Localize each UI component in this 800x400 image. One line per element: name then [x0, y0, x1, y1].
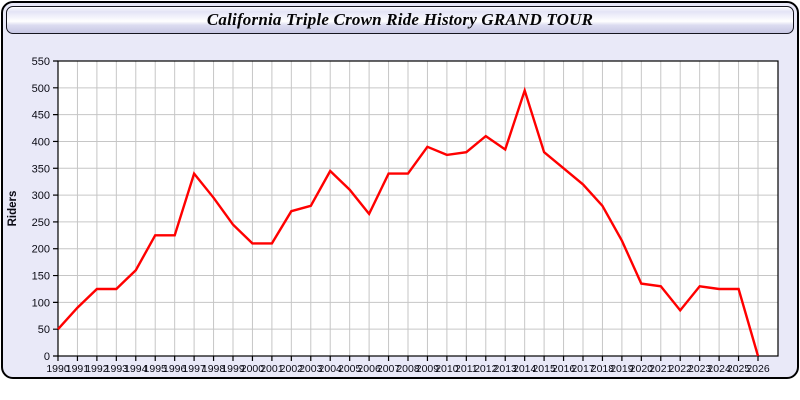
- x-tick-label: 2008: [396, 363, 420, 375]
- x-tick-label: 1992: [85, 363, 109, 375]
- x-tick-label: 2026: [746, 363, 770, 375]
- x-tick-label: 2005: [338, 363, 362, 375]
- y-tick-label: 250: [32, 217, 50, 229]
- x-tick-label: 2023: [688, 363, 712, 375]
- x-tick-label: 2019: [610, 363, 634, 375]
- x-tick-label: 1990: [46, 363, 70, 375]
- x-tick-label: 2015: [532, 363, 556, 375]
- x-tick-label: 2025: [727, 363, 751, 375]
- y-tick-label: 400: [32, 136, 50, 148]
- x-tick-label: 2001: [260, 363, 284, 375]
- y-tick-label: 350: [32, 163, 50, 175]
- x-tick-label: 2024: [707, 363, 731, 375]
- x-tick-label: 1996: [163, 363, 187, 375]
- x-tick-label: 1997: [182, 363, 206, 375]
- chart-canvas: 0501001502002503003504004505005501990199…: [7, 56, 779, 375]
- x-tick-label: 2013: [494, 363, 518, 375]
- x-tick-label: 2022: [669, 363, 693, 375]
- x-tick-label: 1994: [124, 363, 148, 375]
- x-tick-label: 2009: [416, 363, 440, 375]
- y-tick-label: 0: [44, 351, 50, 363]
- title-bar: California Triple Crown Ride History GRA…: [6, 6, 794, 34]
- chart-region: 0 50 100 150 200 250 300 350 400 450 500 550 1990 199…: [3, 35, 797, 377]
- y-tick-label: 450: [32, 110, 50, 122]
- page-title: California Triple Crown Ride History GRA…: [206, 10, 594, 29]
- y-tick-label: 500: [32, 83, 50, 95]
- riders-series-line: [57, 86, 760, 357]
- x-tick-label: 1995: [144, 363, 168, 375]
- y-axis-title: Riders: [7, 191, 19, 227]
- x-tick-label: 2003: [299, 363, 323, 375]
- x-tick-label: 2000: [241, 363, 265, 375]
- x-tick-label: 2004: [319, 363, 343, 375]
- x-tick-label: 2020: [630, 363, 654, 375]
- x-tick-label: 2002: [280, 363, 304, 375]
- x-tick-label: 2017: [571, 363, 595, 375]
- y-tick-label: 50: [38, 324, 50, 336]
- y-tick-label: 300: [32, 190, 50, 202]
- y-tick-label: 200: [32, 244, 50, 256]
- x-tick-label: 2018: [591, 363, 615, 375]
- x-tick-label: 2012: [474, 363, 498, 375]
- x-tick-label: 2014: [513, 363, 537, 375]
- x-tick-label: 2016: [552, 363, 576, 375]
- x-tick-label: 1998: [202, 363, 226, 375]
- x-tick-label: 1993: [105, 363, 129, 375]
- x-tick-label: 2007: [377, 363, 401, 375]
- x-tick-label: 1991: [66, 363, 90, 375]
- x-tick-label: 2021: [649, 363, 673, 375]
- y-tick-label: 150: [32, 271, 50, 283]
- chart-panel: California Triple Crown Ride History GRA…: [1, 1, 799, 379]
- y-tick-label: 550: [32, 56, 50, 68]
- x-tick-label: 2011: [455, 363, 478, 375]
- x-tick-label: 2006: [357, 363, 381, 375]
- y-tick-label: 100: [32, 297, 50, 309]
- x-tick-label: 2010: [435, 363, 459, 375]
- x-tick-label: 1999: [221, 363, 245, 375]
